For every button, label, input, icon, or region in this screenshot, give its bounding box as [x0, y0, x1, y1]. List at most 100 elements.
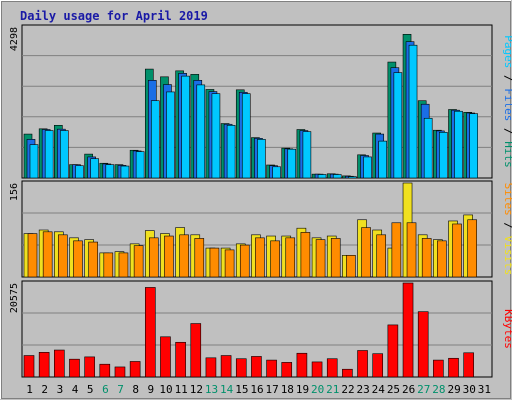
x-tick-label: 18	[281, 383, 294, 396]
legend-part: Visits	[502, 236, 512, 276]
bar	[315, 239, 326, 278]
series-legend-label: Sites / Visits	[502, 183, 512, 276]
bar	[361, 227, 371, 278]
bar	[190, 323, 202, 378]
bar	[330, 238, 341, 278]
bar	[452, 223, 462, 278]
bar	[346, 255, 356, 278]
bar	[300, 232, 311, 278]
legend-part: /	[502, 68, 512, 88]
bar	[296, 352, 308, 378]
bar	[129, 361, 141, 378]
bar	[135, 151, 145, 179]
bar	[348, 176, 357, 179]
x-tick-label: 6	[102, 383, 109, 396]
x-axis-day-labels: 1 2 3 4 5 6 7 8 9 10 11 12 13 14 15 16 17 18 19 20 21 22 23 24 2…	[26, 383, 491, 396]
y-max-label: 20575	[9, 283, 20, 313]
bar	[281, 362, 293, 378]
bar	[75, 165, 84, 179]
bar	[406, 222, 417, 278]
bar	[266, 359, 277, 378]
bar	[285, 237, 296, 278]
bar	[73, 240, 83, 278]
bar	[179, 234, 189, 278]
x-tick-label: 22	[341, 383, 354, 396]
x-tick-label: 2	[41, 383, 48, 396]
x-tick-label: 23	[357, 383, 370, 396]
bar	[448, 357, 459, 378]
y-max-label: 4298	[9, 27, 20, 51]
x-tick-label: 31	[478, 383, 491, 396]
x-tick-label: 30	[463, 383, 476, 396]
bar	[164, 235, 174, 278]
bar	[332, 174, 342, 179]
bar	[44, 130, 54, 179]
x-tick-label: 17	[266, 383, 279, 396]
bar	[144, 287, 156, 378]
x-tick-label: 25	[387, 383, 400, 396]
bar	[326, 358, 338, 378]
bar	[27, 233, 38, 278]
x-tick-label: 5	[87, 383, 94, 396]
bar	[239, 244, 250, 278]
bar	[402, 282, 414, 378]
panel-hits-files-pages: 4298 Pages / Files / Hits	[9, 24, 512, 179]
x-tick-label: 9	[148, 383, 155, 396]
bar	[302, 131, 312, 179]
bar	[69, 358, 80, 378]
bar	[439, 132, 448, 179]
bar	[467, 219, 477, 278]
legend-part: KBytes	[502, 309, 512, 349]
bar	[270, 240, 280, 278]
bar	[133, 245, 144, 278]
bar	[226, 125, 236, 179]
bar	[103, 252, 114, 278]
x-tick-label: 16	[250, 383, 263, 396]
bar	[60, 130, 69, 179]
bar	[235, 358, 247, 378]
bar	[311, 361, 323, 378]
bar	[255, 237, 265, 278]
bar	[433, 359, 444, 378]
bar	[437, 240, 447, 278]
x-tick-label: 8	[132, 383, 139, 396]
bar	[114, 366, 126, 378]
bar	[469, 113, 478, 179]
bar	[357, 350, 368, 378]
x-tick-label: 10	[159, 383, 172, 396]
bar	[372, 353, 384, 378]
x-tick-label: 11	[175, 383, 188, 396]
legend-part: Pages	[502, 35, 512, 68]
series-legend-label: KBytes	[502, 309, 512, 349]
bar	[408, 44, 418, 179]
bar	[224, 249, 235, 278]
x-tick-label: 15	[235, 383, 248, 396]
bar	[196, 84, 206, 179]
panel-kbytes: 20575 KBytes	[9, 280, 512, 378]
x-tick-label: 28	[432, 383, 445, 396]
x-tick-label: 4	[72, 383, 79, 396]
bar	[421, 238, 432, 278]
y-max-label: 156	[9, 183, 20, 201]
bar	[272, 166, 281, 179]
x-tick-label: 1	[26, 383, 33, 396]
bar	[88, 241, 98, 278]
bar	[378, 140, 388, 179]
x-tick-label: 3	[57, 383, 64, 396]
bar	[454, 110, 463, 179]
bar	[463, 352, 474, 378]
legend-part: Hits	[502, 141, 512, 168]
x-tick-label: 26	[402, 383, 415, 396]
bar	[209, 247, 220, 278]
bar	[251, 356, 262, 378]
bar	[99, 363, 111, 378]
bar	[387, 324, 399, 378]
bar	[54, 349, 65, 378]
bar	[393, 72, 403, 179]
bar	[120, 165, 130, 179]
bar	[166, 91, 175, 179]
bar	[257, 139, 266, 179]
bar	[42, 231, 53, 278]
